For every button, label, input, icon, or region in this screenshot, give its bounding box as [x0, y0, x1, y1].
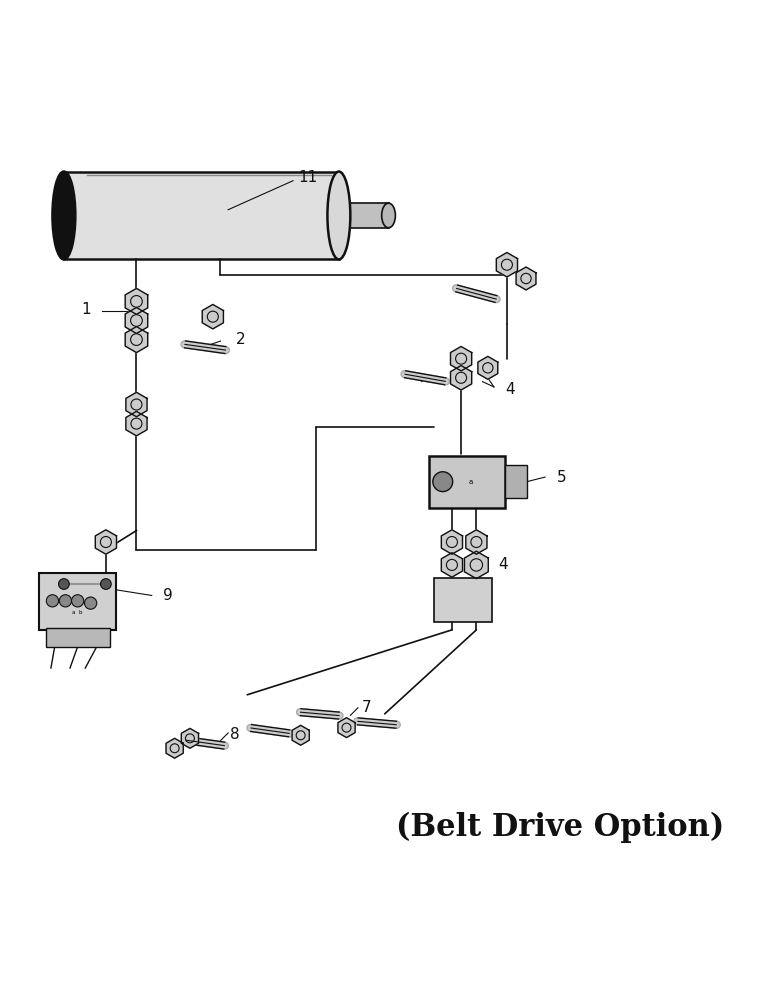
Polygon shape: [125, 327, 147, 353]
Bar: [435, 578, 492, 622]
Polygon shape: [338, 718, 355, 738]
Ellipse shape: [100, 579, 111, 589]
Text: (Belt Drive Option): (Belt Drive Option): [396, 811, 724, 843]
Text: 6: 6: [475, 593, 485, 608]
Polygon shape: [442, 553, 462, 577]
Polygon shape: [95, 530, 117, 554]
Bar: [46, 628, 110, 647]
Polygon shape: [451, 346, 472, 371]
Text: 8: 8: [230, 727, 240, 742]
Polygon shape: [126, 411, 147, 436]
Polygon shape: [166, 738, 183, 758]
Text: 5: 5: [557, 470, 566, 485]
Polygon shape: [451, 366, 472, 390]
Text: 4: 4: [498, 557, 507, 572]
Bar: [39, 573, 116, 630]
Text: 7: 7: [362, 700, 371, 715]
Bar: [506, 465, 527, 498]
Ellipse shape: [327, 172, 350, 259]
Circle shape: [72, 595, 83, 607]
Text: 1: 1: [81, 302, 90, 317]
Text: 11: 11: [299, 170, 318, 185]
Bar: [64, 172, 339, 259]
Text: a  b: a b: [73, 610, 83, 615]
Polygon shape: [292, 725, 310, 745]
Bar: [335, 203, 388, 228]
Text: 2: 2: [235, 332, 245, 347]
Polygon shape: [516, 267, 536, 290]
Ellipse shape: [59, 579, 69, 589]
Polygon shape: [466, 530, 487, 554]
Bar: [429, 456, 506, 508]
Text: a: a: [469, 479, 473, 485]
Polygon shape: [181, 728, 198, 748]
Circle shape: [433, 472, 452, 492]
Text: 3: 3: [459, 364, 469, 379]
Polygon shape: [465, 551, 488, 579]
Polygon shape: [126, 392, 147, 417]
Polygon shape: [125, 308, 147, 333]
Ellipse shape: [52, 172, 76, 259]
Circle shape: [59, 595, 72, 607]
Text: 10: 10: [50, 595, 69, 610]
Circle shape: [46, 595, 59, 607]
Circle shape: [84, 597, 96, 609]
Polygon shape: [496, 253, 517, 277]
Polygon shape: [442, 530, 462, 554]
Polygon shape: [202, 304, 223, 329]
Polygon shape: [478, 356, 498, 379]
Ellipse shape: [381, 203, 395, 228]
Text: 4: 4: [506, 382, 515, 397]
Polygon shape: [125, 288, 147, 314]
Text: 9: 9: [163, 588, 173, 603]
